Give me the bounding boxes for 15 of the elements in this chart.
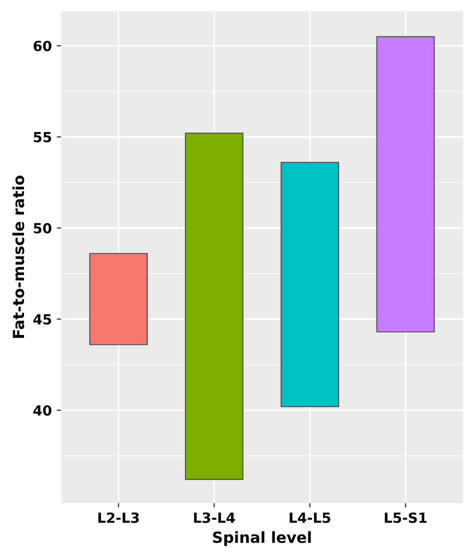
y-tick-label: 45 [33,314,52,325]
bar [89,252,148,346]
bar [280,162,340,408]
x-axis-title: Spinal level [213,531,311,546]
y-tick-label: 50 [34,222,52,234]
x-tick-label: L5-S1 [384,512,427,523]
bar [184,132,244,480]
bar [376,36,435,332]
x-tick-label: L3-L4 [194,512,235,523]
x-tick-label: L2-L3 [98,512,139,523]
y-axis-title: Fat-to-muscle ratio [12,176,24,338]
y-tick-label: 55 [34,132,52,142]
y-tick-label: 40 [33,405,52,416]
x-tick-label: L4-L5 [290,512,330,523]
y-tick-label: 60 [34,40,52,52]
